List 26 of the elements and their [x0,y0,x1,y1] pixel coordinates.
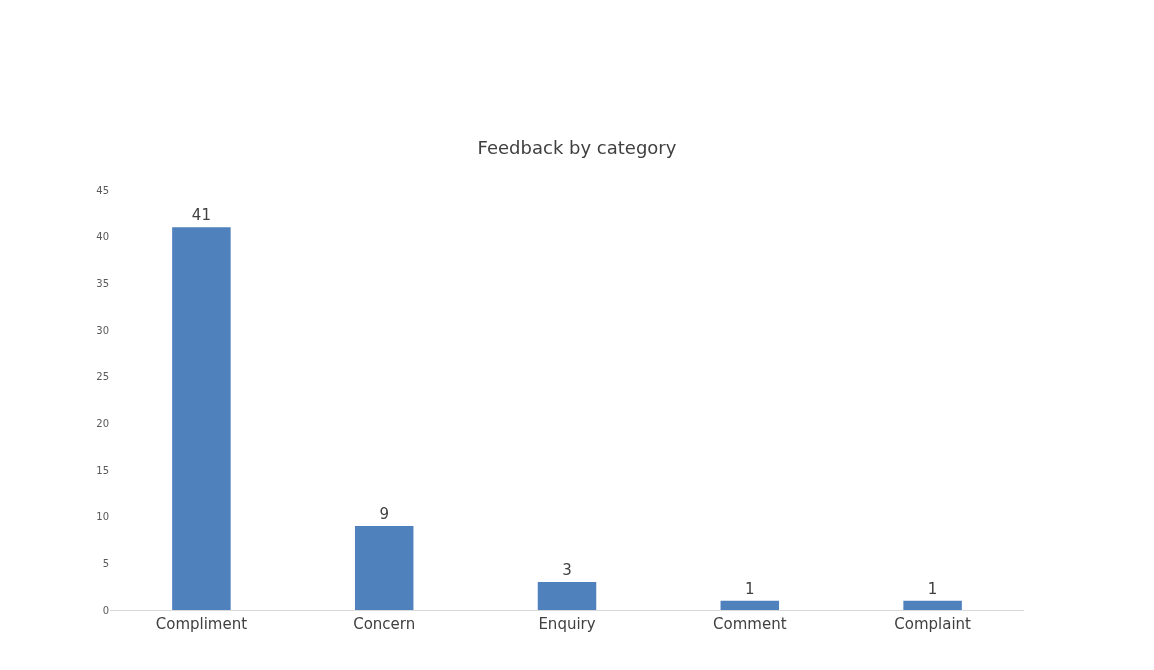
bar [720,600,780,610]
y-tick-label: 5 [102,557,109,569]
x-tick-label: Compliment [155,615,248,633]
y-tick-label: 45 [96,184,109,196]
bar [537,582,597,610]
y-tick-label: 15 [96,464,109,476]
y-tick-label: 35 [96,277,109,289]
bar [903,600,962,610]
data-label: 9 [379,505,389,523]
data-label: 41 [191,206,211,225]
y-tick-label: 0 [102,604,109,616]
y-tick-label: 40 [96,231,109,243]
x-tick-label: Complaint [894,615,972,633]
y-tick-label: 30 [96,324,109,336]
bar [172,227,231,610]
data-label: 1 [927,579,938,598]
data-label: 3 [562,561,572,579]
x-tick-label: Comment [713,615,787,633]
bar [354,526,414,610]
chart-title: Feedback by category [477,136,677,158]
y-tick-label: 20 [96,417,109,429]
data-label: 1 [745,579,755,598]
y-tick-label: 10 [96,511,109,523]
x-tick-label: Enquiry [538,615,596,633]
y-tick-label: 25 [96,371,109,383]
x-tick-label: Concern [353,615,416,633]
